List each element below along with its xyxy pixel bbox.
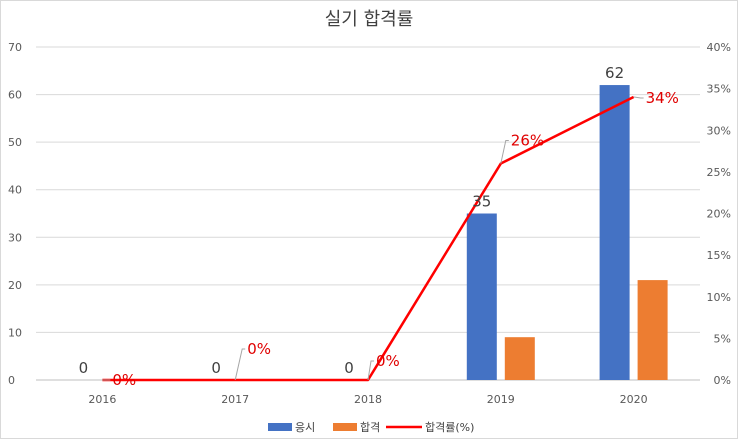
y-right-tick-label: 20% bbox=[707, 208, 731, 221]
x-tick-label: 2019 bbox=[487, 393, 515, 406]
rate-label-leader bbox=[633, 96, 644, 99]
y-right-tick-label: 15% bbox=[707, 249, 731, 262]
rate-data-label: 0% bbox=[112, 371, 136, 389]
bar bbox=[466, 213, 497, 380]
y-right-tick-label: 40% bbox=[707, 41, 731, 54]
rate-data-label: 34% bbox=[646, 89, 679, 107]
bar bbox=[504, 337, 535, 380]
data-labels: 0 0 0 35 62 0% 0% 0% 26% 34% bbox=[79, 64, 679, 389]
y-left-tick-label: 50 bbox=[8, 136, 22, 149]
x-tick-label: 2017 bbox=[221, 393, 249, 406]
y-right-tick-label: 5% bbox=[714, 332, 731, 345]
rate-data-label: 0% bbox=[376, 352, 400, 370]
y-left-tick-label: 10 bbox=[8, 326, 22, 339]
legend-label: 합격 bbox=[360, 421, 380, 434]
y-left-tick-label: 0 bbox=[8, 374, 15, 387]
bar-data-label: 0 bbox=[211, 359, 221, 377]
rate-label-leader bbox=[234, 348, 246, 381]
rate-data-label: 26% bbox=[511, 132, 544, 150]
x-tick-label: 2020 bbox=[620, 393, 648, 406]
rate-label-leader bbox=[500, 140, 509, 164]
y-left-tick-label: 30 bbox=[8, 231, 22, 244]
legend-swatch bbox=[333, 423, 357, 431]
rate-data-label: 0% bbox=[247, 340, 271, 358]
y-right-tick-label: 0% bbox=[714, 374, 731, 387]
x-tick-label: 2018 bbox=[354, 393, 382, 406]
bar-data-label: 35 bbox=[472, 193, 491, 211]
y-left-tick-label: 40 bbox=[8, 184, 22, 197]
legend-label: 합격률(%) bbox=[425, 421, 474, 434]
y-right-tick-label: 35% bbox=[707, 83, 731, 96]
bars bbox=[466, 85, 668, 381]
y-right-tick-label: 10% bbox=[707, 291, 731, 304]
y-left-tick-label: 70 bbox=[8, 41, 22, 54]
rate-label-leader bbox=[367, 360, 374, 381]
y-left-tick-label: 20 bbox=[8, 279, 22, 292]
legend-swatch bbox=[268, 423, 292, 431]
y-left-tick-label: 60 bbox=[8, 89, 22, 102]
y-right-tick-label: 30% bbox=[707, 124, 731, 137]
legend-label: 응시 bbox=[295, 421, 315, 434]
axis-labels: 0 10 20 30 40 50 60 70 0% 5% 10% 15% 20% 25% 30% 35% 40%… bbox=[8, 41, 731, 406]
bar-data-label: 0 bbox=[79, 359, 89, 377]
bar-data-label: 62 bbox=[605, 64, 624, 82]
x-tick-label: 2016 bbox=[88, 393, 116, 406]
bar-data-label: 0 bbox=[344, 359, 354, 377]
bar bbox=[599, 85, 630, 381]
bar bbox=[637, 280, 668, 380]
y-right-tick-label: 25% bbox=[707, 166, 731, 179]
chart-title: 실기 합격률 bbox=[325, 9, 414, 30]
legend: 응시 합격 합격률(%) bbox=[268, 421, 474, 434]
